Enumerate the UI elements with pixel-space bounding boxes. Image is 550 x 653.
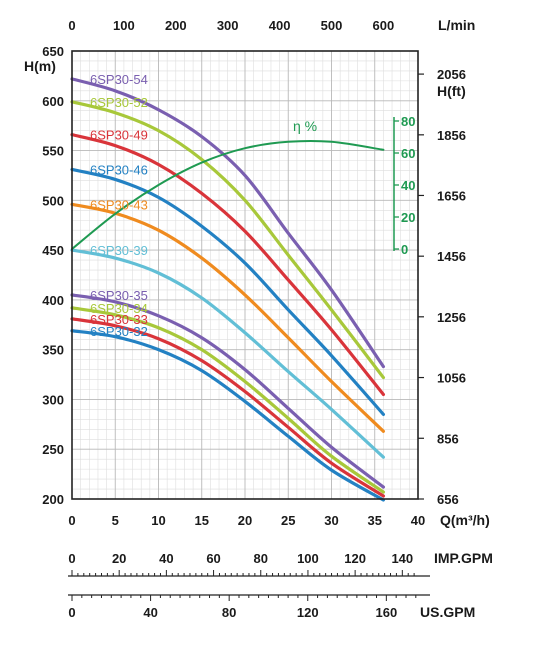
efficiency-tick-label: 60 <box>401 146 415 161</box>
imp-gpm-tick-label: 80 <box>254 551 268 566</box>
curve-6sp30-35 <box>70 293 385 489</box>
x-tick-label: 5 <box>112 513 119 528</box>
curve-6sp30-49 <box>70 133 385 397</box>
label-6sp30-32: 6SP30-32 <box>90 324 148 339</box>
x-axis-label: Q(m³/h) <box>440 512 490 528</box>
y-tick-label: 450 <box>42 243 64 258</box>
curve-6sp30-46 <box>70 167 385 416</box>
us-gpm-tick-label: 0 <box>68 605 75 620</box>
axes <box>68 50 430 601</box>
y-right-tick-label: 1256 <box>437 310 466 325</box>
imp-gpm-tick-label: 0 <box>68 551 75 566</box>
x-tick-label: 30 <box>324 513 338 528</box>
label-6sp30-54: 6SP30-54 <box>90 72 148 87</box>
curve-6sp30-52 <box>70 100 385 380</box>
imp-gpm-tick-label: 20 <box>112 551 126 566</box>
curve-6sp30-54 <box>70 77 385 369</box>
label-6sp30-43: 6SP30-43 <box>90 197 148 212</box>
y-tick-label: 250 <box>42 442 64 457</box>
performance-curves <box>70 77 385 502</box>
imp-gpm-tick-label: 100 <box>297 551 319 566</box>
curve-6sp30-43 <box>70 202 385 433</box>
imp-gpm-tick-label: 40 <box>159 551 173 566</box>
y-tick-label: 500 <box>42 193 64 208</box>
curve-6sp30-33 <box>70 317 385 498</box>
efficiency-label: η % <box>293 118 317 134</box>
us-gpm-tick-label: 160 <box>375 605 397 620</box>
label-6sp30-39: 6SP30-39 <box>90 243 148 258</box>
us-gpm-tick-label: 120 <box>297 605 319 620</box>
label-6sp30-49: 6SP30-49 <box>90 128 148 143</box>
label-6sp30-46: 6SP30-46 <box>90 162 148 177</box>
curve-6sp30-39 <box>70 248 385 459</box>
x-tick-label: 10 <box>151 513 165 528</box>
y-right-tick-label: 856 <box>437 431 459 446</box>
top-tick-label: 400 <box>269 18 291 33</box>
label-6sp30-35: 6SP30-35 <box>90 288 148 303</box>
efficiency-curve <box>71 139 385 250</box>
us-gpm-unit: US.GPM <box>420 604 475 620</box>
y-tick-label: 350 <box>42 343 64 358</box>
y-tick-label: 200 <box>42 492 64 507</box>
y-right-tick-label: 1456 <box>437 249 466 264</box>
imp-gpm-tick-label: 120 <box>344 551 366 566</box>
series-labels: 6SP30-54 6SP30-52 6SP30-49 6SP30-46 6SP30-43… <box>90 72 148 339</box>
top-tick-label: 300 <box>217 18 239 33</box>
efficiency-tick-label: 0 <box>401 242 408 257</box>
y-right-tick-label: 2056 <box>437 67 466 82</box>
us-gpm-tick-label: 80 <box>222 605 236 620</box>
curve-6sp30-34 <box>70 306 385 494</box>
y-right-tick-label: 1856 <box>437 128 466 143</box>
top-tick-label: 500 <box>321 18 343 33</box>
y-right-tick-label: 656 <box>437 492 459 507</box>
label-6sp30-33: 6SP30-33 <box>90 312 148 327</box>
imp-gpm-tick-label: 140 <box>391 551 413 566</box>
x-tick-label: 15 <box>195 513 209 528</box>
y-right-axis-unit: H(ft) <box>437 83 466 99</box>
imp-gpm-unit: IMP.GPM <box>434 550 493 566</box>
top-tick-label: 200 <box>165 18 187 33</box>
top-axis-unit: L/min <box>438 17 475 33</box>
label-6sp30-52: 6SP30-52 <box>90 95 148 110</box>
y-right-tick-label: 1056 <box>437 371 466 386</box>
x-tick-label: 20 <box>238 513 252 528</box>
efficiency-tick-label: 40 <box>401 178 415 193</box>
y-right-tick-label: 1656 <box>437 188 466 203</box>
y-tick-label: 550 <box>42 144 64 159</box>
label-6sp30-34: 6SP30-34 <box>90 301 148 316</box>
y-tick-label: 600 <box>42 94 64 109</box>
minor-grid <box>72 51 418 499</box>
top-tick-label: 100 <box>113 18 135 33</box>
x-tick-label: 25 <box>281 513 295 528</box>
efficiency-tick-label: 80 <box>401 114 415 129</box>
x-tick-label: 40 <box>411 513 425 528</box>
tick-labels: 0 5 10 15 20 25 30 35 400 100 200 300 400 500 60065060… <box>42 18 466 620</box>
imp-gpm-tick-label: 60 <box>206 551 220 566</box>
top-tick-label: 600 <box>373 18 395 33</box>
y-tick-label: 650 <box>42 44 64 59</box>
y-tick-label: 400 <box>42 293 64 308</box>
top-tick-label: 0 <box>68 18 75 33</box>
curve-6sp30-32 <box>70 329 385 502</box>
y-axis-unit: H(m) <box>24 58 56 74</box>
efficiency-tick-label: 20 <box>401 210 415 225</box>
x-tick-label: 35 <box>368 513 382 528</box>
x-tick-label: 0 <box>68 513 75 528</box>
y-tick-label: 300 <box>42 392 64 407</box>
plot-frame <box>71 50 419 500</box>
us-gpm-tick-label: 40 <box>143 605 157 620</box>
